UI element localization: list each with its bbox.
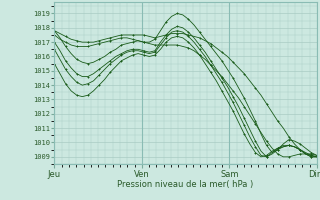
X-axis label: Pression niveau de la mer( hPa ): Pression niveau de la mer( hPa ): [117, 180, 254, 189]
